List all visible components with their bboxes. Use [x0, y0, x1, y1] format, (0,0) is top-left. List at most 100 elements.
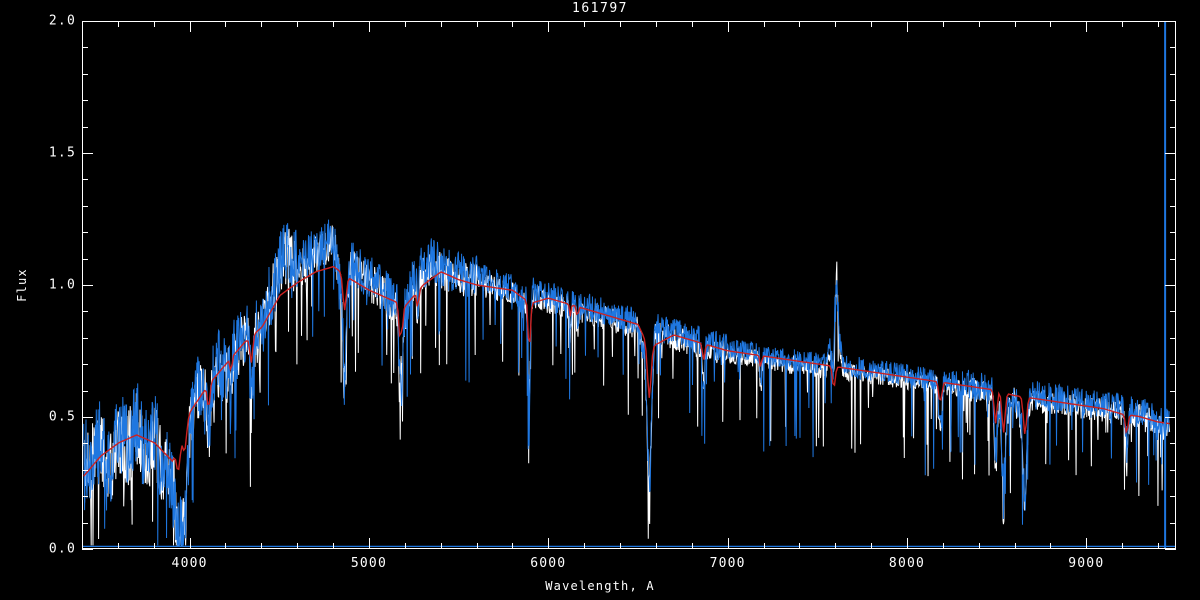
x-tick: [261, 543, 263, 549]
y-tick-right: [1170, 469, 1176, 471]
x-tick: [655, 543, 657, 549]
y-tick: [82, 337, 88, 339]
x-tick-top: [368, 21, 370, 32]
x-tick-top: [835, 21, 837, 27]
x-tick-top: [153, 21, 155, 27]
y-tick: [82, 285, 93, 286]
x-tick-top: [1158, 21, 1160, 27]
x-tick: [153, 543, 155, 549]
y-tick-label: 2.0: [48, 13, 76, 29]
x-tick-top: [82, 21, 83, 27]
plot-canvas: [83, 22, 1175, 548]
x-tick-top: [189, 21, 191, 32]
x-tick-label: 9000: [1068, 556, 1105, 571]
x-tick-top: [1050, 21, 1052, 27]
y-tick: [82, 364, 88, 366]
x-tick-top: [297, 21, 299, 27]
x-tick: [799, 543, 801, 549]
x-tick-top: [620, 21, 622, 27]
y-tick-right: [1170, 126, 1176, 128]
x-tick-top: [942, 21, 944, 27]
x-tick-top: [584, 21, 586, 27]
x-tick-top: [512, 21, 514, 27]
x-tick-label: 8000: [888, 556, 926, 571]
spectrum-traces: [83, 22, 1175, 548]
y-tick-right: [1170, 337, 1176, 339]
observed-trace-white: [84, 226, 1170, 546]
x-tick: [584, 543, 586, 549]
x-tick: [404, 543, 406, 549]
y-tick: [82, 232, 88, 234]
y-tick: [82, 443, 88, 445]
x-tick: [1122, 543, 1124, 549]
x-tick-top: [1122, 21, 1124, 27]
y-tick: [82, 73, 88, 75]
y-tick: [82, 549, 93, 550]
x-tick-top: [655, 21, 657, 27]
y-tick-right: [1165, 21, 1176, 22]
y-tick-right: [1165, 549, 1176, 550]
x-tick-top: [1014, 21, 1016, 27]
y-tick: [82, 496, 88, 498]
y-tick: [82, 311, 88, 313]
y-tick-right: [1165, 285, 1176, 286]
y-tick-right: [1170, 205, 1176, 207]
x-tick: [763, 543, 765, 549]
y-tick-label: 1.5: [48, 145, 76, 161]
y-tick-right: [1170, 443, 1176, 445]
x-tick: [942, 543, 944, 549]
x-tick-top: [799, 21, 801, 27]
x-tick-top: [691, 21, 693, 27]
observed-trace-blue: [84, 220, 1170, 546]
y-tick: [82, 522, 88, 524]
y-tick-right: [1170, 364, 1176, 366]
x-tick-top: [440, 21, 442, 27]
y-tick-right: [1165, 417, 1176, 418]
x-tick: [476, 543, 478, 549]
x-tick-top: [404, 21, 406, 27]
x-tick-top: [333, 21, 335, 27]
y-tick-label: 0.5: [48, 409, 76, 425]
x-tick: [117, 543, 119, 549]
x-tick-top: [871, 21, 873, 27]
x-tick-label: 7000: [709, 556, 746, 571]
x-tick: [1086, 538, 1088, 549]
x-tick: [691, 543, 693, 549]
y-tick: [82, 21, 93, 22]
x-tick-top: [261, 21, 263, 27]
x-tick: [189, 538, 191, 549]
y-axis-title: Flux: [15, 268, 29, 302]
x-tick: [727, 538, 729, 549]
x-tick-top: [906, 21, 908, 32]
x-tick: [333, 543, 335, 549]
y-tick-right: [1170, 496, 1176, 498]
y-tick-right: [1170, 232, 1176, 234]
x-tick: [835, 543, 837, 549]
y-tick-right: [1170, 522, 1176, 524]
x-tick: [548, 538, 550, 549]
x-tick: [297, 543, 299, 549]
x-tick-top: [978, 21, 980, 27]
y-tick-right: [1170, 47, 1176, 49]
plot-area: [82, 21, 1176, 549]
y-tick: [82, 417, 93, 418]
y-tick-right: [1170, 390, 1176, 392]
y-tick: [82, 469, 88, 471]
model-template-trace-red: [84, 267, 1170, 477]
x-tick: [1014, 543, 1016, 549]
y-tick: [82, 153, 93, 154]
y-tick: [82, 258, 88, 260]
x-tick: [225, 543, 227, 549]
x-tick-label: 4000: [171, 556, 208, 571]
x-tick: [906, 538, 908, 549]
y-tick-right: [1170, 179, 1176, 181]
x-tick-label: 6000: [530, 556, 567, 571]
x-tick-top: [476, 21, 478, 27]
y-tick-right: [1170, 73, 1176, 75]
y-tick: [82, 47, 88, 49]
x-tick-top: [1086, 21, 1088, 32]
y-tick: [82, 205, 88, 207]
y-tick-label: 0.0: [48, 541, 76, 557]
x-tick: [871, 543, 873, 549]
